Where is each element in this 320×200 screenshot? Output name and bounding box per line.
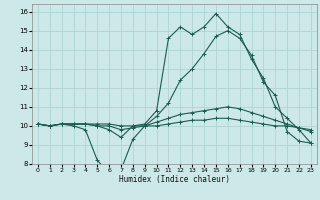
X-axis label: Humidex (Indice chaleur): Humidex (Indice chaleur) xyxy=(119,175,230,184)
